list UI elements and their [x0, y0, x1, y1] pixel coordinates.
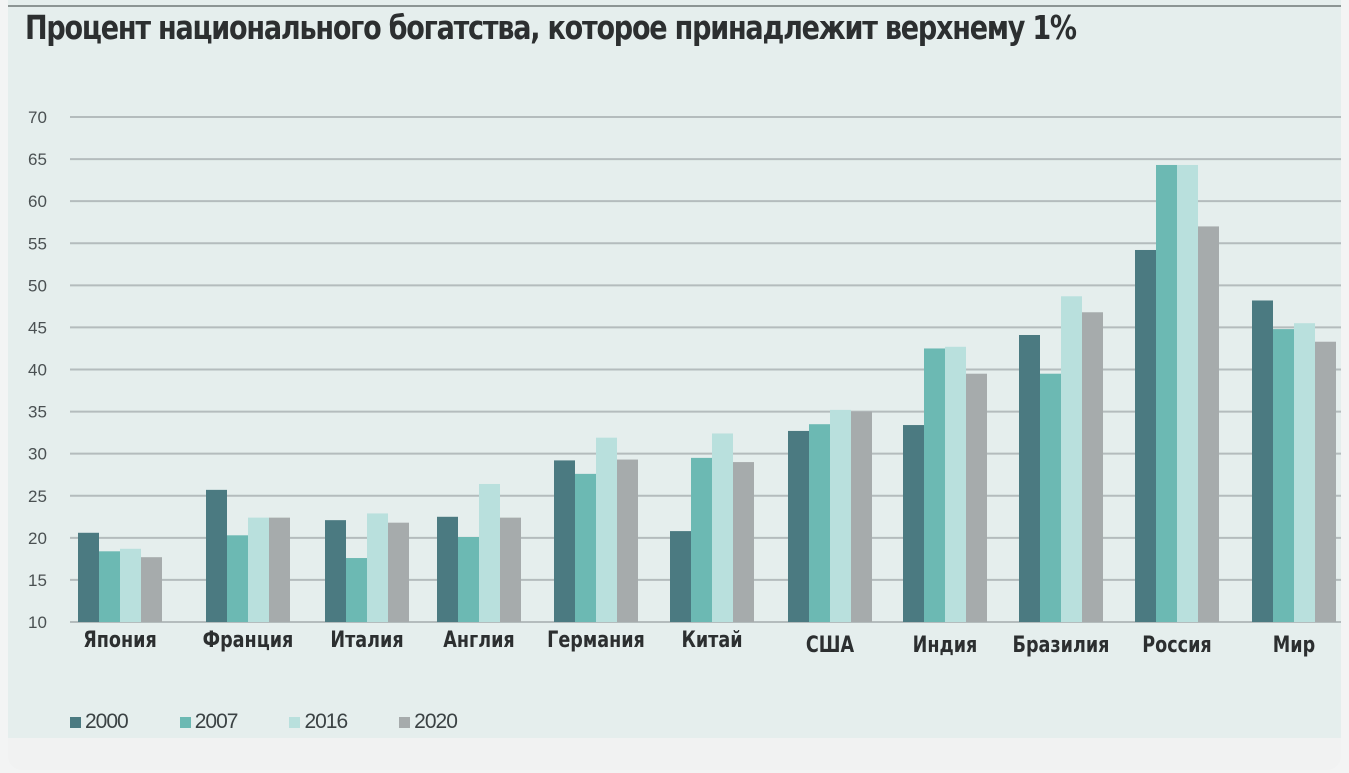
legend-swatch	[289, 716, 301, 728]
x-tick-label: Россия	[1142, 632, 1211, 657]
bar-2007-5	[691, 457, 712, 622]
x-tick-label: Италия	[330, 627, 403, 652]
bar-2016-6	[830, 409, 851, 622]
x-tick-label: Англия	[443, 627, 514, 652]
bar-2000-1	[206, 489, 227, 622]
bar-2020-5	[733, 462, 754, 622]
legend-swatch	[399, 716, 411, 728]
legend-label: 2000	[85, 710, 129, 733]
y-tick-label: 50	[28, 276, 47, 295]
bar-2007-9	[1156, 164, 1177, 622]
y-tick-label: 55	[28, 234, 47, 253]
y-tick-label: 45	[28, 318, 47, 337]
x-tick-label: Германия	[547, 627, 645, 652]
bar-2020-8	[1082, 312, 1103, 622]
bar-2016-5	[712, 433, 733, 622]
bar-2000-7	[903, 425, 924, 622]
bar-2020-2	[388, 522, 409, 622]
legend: 2000 2007 2016 2020	[70, 710, 509, 734]
bar-2000-3	[437, 516, 458, 622]
bar-2020-4	[617, 459, 638, 622]
bar-2016-3	[479, 483, 500, 622]
y-tick-label: 35	[28, 403, 47, 422]
bar-2000-2	[325, 520, 346, 622]
y-tick-label: 25	[28, 487, 47, 506]
legend-item-2016: 2016	[289, 710, 348, 734]
legend-label: 2016	[304, 710, 348, 733]
top-divider	[8, 5, 1341, 7]
legend-label: 2007	[194, 710, 239, 733]
y-tick-label: 15	[28, 571, 47, 590]
bar-2016-10	[1294, 323, 1315, 622]
legend-swatch	[179, 716, 191, 728]
bar-2007-8	[1040, 373, 1061, 622]
bar-2007-10	[1273, 329, 1294, 622]
bar-2007-0	[99, 551, 120, 622]
bar-2000-0	[78, 532, 99, 622]
bar-2007-6	[809, 424, 830, 622]
bar-2007-7	[924, 348, 945, 622]
bar-2020-3	[500, 517, 521, 622]
bar-2000-4	[554, 460, 575, 622]
chart-title: Процент национального богатства, которое…	[25, 8, 1077, 47]
bar-2020-0	[141, 557, 162, 622]
bar-2016-4	[596, 437, 617, 622]
y-tick-label: 10	[28, 613, 47, 632]
bar-2020-10	[1315, 341, 1336, 622]
card-footer	[8, 738, 1341, 770]
y-tick-label: 60	[28, 192, 47, 211]
y-tick-label: 65	[28, 150, 47, 169]
bar-2020-6	[851, 411, 872, 622]
x-tick-label: Мир	[1273, 632, 1315, 657]
bar-2020-1	[269, 517, 290, 622]
y-tick-label: 30	[28, 445, 47, 464]
legend-item-2007: 2007	[179, 710, 239, 734]
bar-2016-0	[120, 548, 141, 622]
legend-item-2000: 2000	[70, 710, 129, 734]
bar-2016-2	[367, 513, 388, 622]
bar-2016-8	[1061, 296, 1082, 622]
bar-2007-4	[575, 473, 596, 622]
bar-2000-8	[1019, 334, 1040, 622]
x-tick-label: Китай	[681, 627, 742, 652]
x-tick-label: Индия	[913, 632, 978, 657]
bar-2000-5	[670, 531, 691, 622]
y-tick-label: 70	[28, 108, 47, 127]
bar-2016-7	[945, 346, 966, 622]
bar-2000-6	[788, 430, 809, 622]
x-tick-label: Япония	[83, 627, 157, 652]
bar-2000-10	[1252, 300, 1273, 622]
y-tick-label: 40	[28, 361, 47, 380]
legend-item-2020: 2020	[399, 710, 458, 734]
legend-swatch	[70, 716, 81, 728]
x-tick-label: США	[806, 632, 855, 657]
bar-2007-2	[346, 558, 367, 622]
bar-2007-1	[227, 535, 248, 622]
bar-2000-9	[1135, 249, 1156, 622]
x-tick-label: Франция	[203, 627, 294, 652]
bar-2020-7	[966, 373, 987, 622]
x-tick-label: Бразилия	[1013, 632, 1110, 657]
legend-label: 2020	[414, 710, 458, 733]
y-tick-label: 20	[28, 529, 47, 548]
bar-2016-1	[248, 517, 269, 622]
bar-2020-9	[1198, 226, 1219, 622]
bar-2016-9	[1177, 164, 1198, 622]
bar-2007-3	[458, 536, 479, 622]
